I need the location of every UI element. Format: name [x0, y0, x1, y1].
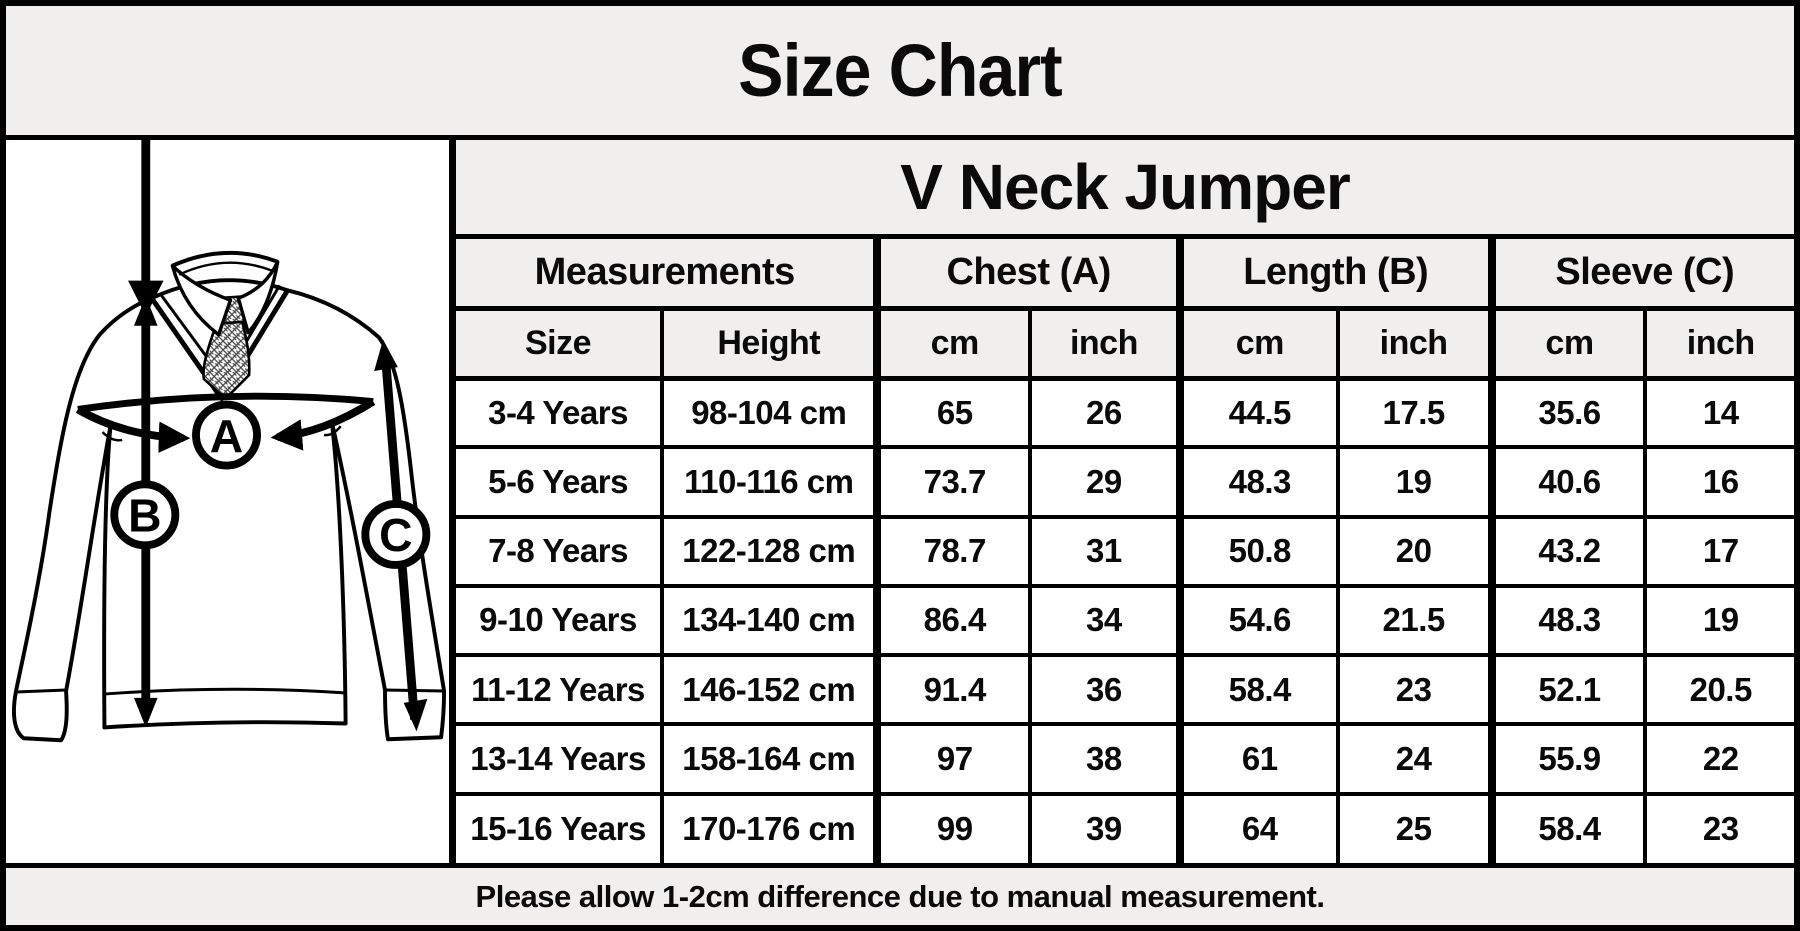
cell-sleeve-inch: 14 [1643, 375, 1794, 450]
group-header-measurements: Measurements [456, 234, 880, 311]
column-header-sleeve-inch: inch [1643, 306, 1794, 381]
cell-length-inch: 24 [1336, 722, 1494, 796]
cell-height: 146-152 cm [660, 653, 880, 727]
cell-chest-inch: 38 [1028, 722, 1182, 796]
cell-height: 110-116 cm [660, 445, 880, 519]
footer-note-band: Please allow 1-2cm difference due to man… [6, 863, 1794, 925]
cell-sleeve-cm: 48.3 [1487, 583, 1648, 658]
jumper-illustration: A B C [12, 140, 447, 743]
column-header-length-inch: inch [1336, 306, 1494, 381]
cell-height: 170-176 cm [660, 791, 880, 863]
cell-length-cm: 54.6 [1175, 583, 1340, 658]
shirt-collar-and-tie [170, 250, 280, 401]
size-table-panel: V Neck Jumper Measurements Chest (A) Len… [456, 140, 1794, 863]
circle-label-c: C [361, 500, 431, 569]
column-header-chest-inch: inch [1028, 306, 1182, 381]
product-title: V Neck Jumper [456, 140, 1794, 239]
circle-label-a: A [192, 400, 261, 470]
cell-height: 122-128 cm [660, 514, 880, 588]
cell-sleeve-cm: 35.6 [1487, 375, 1648, 450]
cell-length-cm: 64 [1175, 791, 1340, 863]
group-header-sleeve: Sleeve (C) [1487, 234, 1794, 311]
cell-length-inch: 21.5 [1336, 583, 1494, 658]
cell-size: 9-10 Years [456, 583, 665, 658]
cell-size: 15-16 Years [456, 791, 665, 863]
cell-length-inch: 20 [1336, 514, 1494, 588]
cell-size: 13-14 Years [456, 722, 665, 796]
cell-sleeve-cm: 55.9 [1487, 722, 1648, 796]
cell-length-inch: 23 [1336, 653, 1494, 727]
cell-sleeve-inch: 19 [1643, 583, 1794, 658]
cell-sleeve-cm: 40.6 [1487, 445, 1648, 519]
table-row: 7-8 Years 122-128 cm 78.7 31 50.8 20 43.… [456, 514, 1794, 588]
cell-sleeve-inch: 20.5 [1643, 653, 1794, 727]
cell-chest-cm: 91.4 [873, 653, 1032, 727]
table-row: 15-16 Years 170-176 cm 99 39 64 25 58.4 … [456, 791, 1794, 863]
cell-chest-cm: 65 [873, 375, 1032, 450]
column-header-size: Size [456, 306, 665, 381]
cell-sleeve-cm: 58.4 [1487, 791, 1648, 863]
column-header-chest-cm: cm [873, 306, 1032, 381]
label-a-text: A [210, 410, 243, 462]
cell-sleeve-cm: 43.2 [1487, 514, 1648, 588]
table-row: 11-12 Years 146-152 cm 91.4 36 58.4 23 5… [456, 653, 1794, 727]
cell-size: 3-4 Years [456, 375, 665, 450]
column-header-sleeve-cm: cm [1487, 306, 1648, 381]
table-row: 3-4 Years 98-104 cm 65 26 44.5 17.5 35.6… [456, 375, 1794, 450]
table-row: 9-10 Years 134-140 cm 86.4 34 54.6 21.5 … [456, 583, 1794, 658]
cell-sleeve-inch: 17 [1643, 514, 1794, 588]
group-header-chest: Chest (A) [873, 234, 1182, 311]
column-group-row: Measurements Chest (A) Length (B) Sleeve… [456, 234, 1794, 311]
cell-sleeve-inch: 23 [1643, 791, 1794, 863]
cell-size: 5-6 Years [456, 445, 665, 519]
cell-chest-inch: 26 [1028, 375, 1182, 450]
column-header-row: Size Height cm inch cm inch cm inch [456, 306, 1794, 381]
cell-height: 134-140 cm [660, 583, 880, 658]
cell-height: 98-104 cm [660, 375, 880, 450]
table-row: 5-6 Years 110-116 cm 73.7 29 48.3 19 40.… [456, 445, 1794, 519]
cell-chest-cm: 78.7 [873, 514, 1032, 588]
cell-chest-inch: 34 [1028, 583, 1182, 658]
page-title: Size Chart [738, 29, 1063, 112]
cell-chest-inch: 36 [1028, 653, 1182, 727]
label-c-text: C [379, 509, 412, 561]
footer-note: Please allow 1-2cm difference due to man… [475, 878, 1325, 914]
product-header-row: V Neck Jumper [456, 140, 1794, 239]
cell-length-cm: 44.5 [1175, 375, 1340, 450]
cell-chest-inch: 31 [1028, 514, 1182, 588]
column-header-height: Height [660, 306, 880, 381]
cell-height: 158-164 cm [660, 722, 880, 796]
cell-size: 11-12 Years [456, 653, 665, 727]
cell-length-cm: 50.8 [1175, 514, 1340, 588]
cell-sleeve-inch: 16 [1643, 445, 1794, 519]
cell-chest-cm: 97 [873, 722, 1032, 796]
jumper-illustration-panel: A B C [6, 140, 456, 863]
cell-chest-cm: 86.4 [873, 583, 1032, 658]
column-header-length-cm: cm [1175, 306, 1340, 381]
table-row: 13-14 Years 158-164 cm 97 38 61 24 55.9 … [456, 722, 1794, 796]
cell-length-inch: 25 [1336, 791, 1494, 863]
label-b-text: B [128, 490, 161, 542]
cell-chest-cm: 73.7 [873, 445, 1032, 519]
cell-chest-inch: 29 [1028, 445, 1182, 519]
size-table: V Neck Jumper Measurements Chest (A) Len… [456, 140, 1794, 863]
cell-size: 7-8 Years [456, 514, 665, 588]
cell-length-cm: 48.3 [1175, 445, 1340, 519]
group-header-length: Length (B) [1175, 234, 1494, 311]
cell-length-cm: 61 [1175, 722, 1340, 796]
cell-chest-cm: 99 [873, 791, 1032, 863]
cell-sleeve-cm: 52.1 [1487, 653, 1648, 727]
cell-chest-inch: 39 [1028, 791, 1182, 863]
cell-sleeve-inch: 22 [1643, 722, 1794, 796]
main-area: A B C [6, 140, 1794, 863]
cell-length-cm: 58.4 [1175, 653, 1340, 727]
chest-measurement-arrow-a [75, 392, 376, 453]
title-band: Size Chart [6, 6, 1794, 140]
cell-length-inch: 19 [1336, 445, 1494, 519]
circle-label-b: B [110, 480, 180, 550]
cell-length-inch: 17.5 [1336, 375, 1494, 450]
